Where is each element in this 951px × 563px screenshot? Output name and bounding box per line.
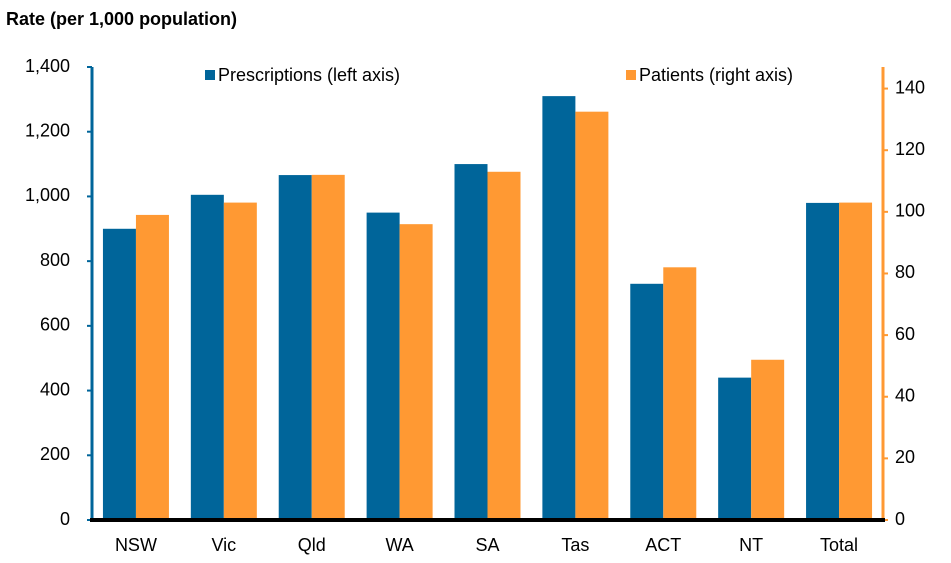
bar — [190, 194, 224, 520]
legend-label: Prescriptions (left axis) — [218, 65, 400, 85]
chart-title: Rate (per 1,000 population) — [6, 9, 237, 29]
bar — [454, 164, 488, 521]
y2-tick-label: 20 — [895, 447, 915, 467]
y2-tick-label: 60 — [895, 324, 915, 344]
bar — [575, 111, 609, 521]
bar — [223, 202, 257, 520]
bar — [102, 228, 136, 521]
x-tick-label: SA — [475, 535, 499, 555]
y-tick-label: 800 — [40, 250, 70, 270]
bar — [663, 267, 697, 520]
bar — [135, 214, 169, 520]
x-tick-label: WA — [385, 535, 413, 555]
y2-tick-label: 0 — [895, 509, 905, 529]
x-tick-label: NSW — [115, 535, 157, 555]
bar — [751, 359, 785, 520]
bar — [542, 96, 576, 520]
y-tick-label: 1,400 — [25, 56, 70, 76]
bar — [718, 377, 752, 520]
y-tick-label: 400 — [40, 379, 70, 399]
x-tick-label: ACT — [645, 535, 681, 555]
bar — [839, 202, 873, 520]
y-tick-label: 1,000 — [25, 185, 70, 205]
x-tick-label: Tas — [561, 535, 589, 555]
bar — [399, 224, 433, 520]
x-tick-label: Total — [820, 535, 858, 555]
bar — [487, 171, 521, 520]
y-tick-label: 1,200 — [25, 120, 70, 140]
y-tick-label: 600 — [40, 315, 70, 335]
y2-tick-label: 140 — [895, 77, 925, 97]
legend-swatch — [626, 70, 636, 80]
x-tick-label: Vic — [211, 535, 236, 555]
x-tick-label: Qld — [298, 535, 326, 555]
bar — [278, 175, 312, 520]
y2-tick-label: 100 — [895, 201, 925, 221]
bar — [806, 202, 840, 520]
y-tick-label: 0 — [60, 509, 70, 529]
x-tick-label: NT — [739, 535, 763, 555]
bar — [366, 212, 400, 520]
y2-tick-label: 40 — [895, 385, 915, 405]
bar — [630, 283, 664, 520]
y2-tick-label: 80 — [895, 262, 915, 282]
y2-tick-label: 120 — [895, 139, 925, 159]
legend-swatch — [205, 70, 215, 80]
bar — [311, 174, 345, 520]
legend-label: Patients (right axis) — [639, 65, 793, 85]
y-tick-label: 200 — [40, 444, 70, 464]
